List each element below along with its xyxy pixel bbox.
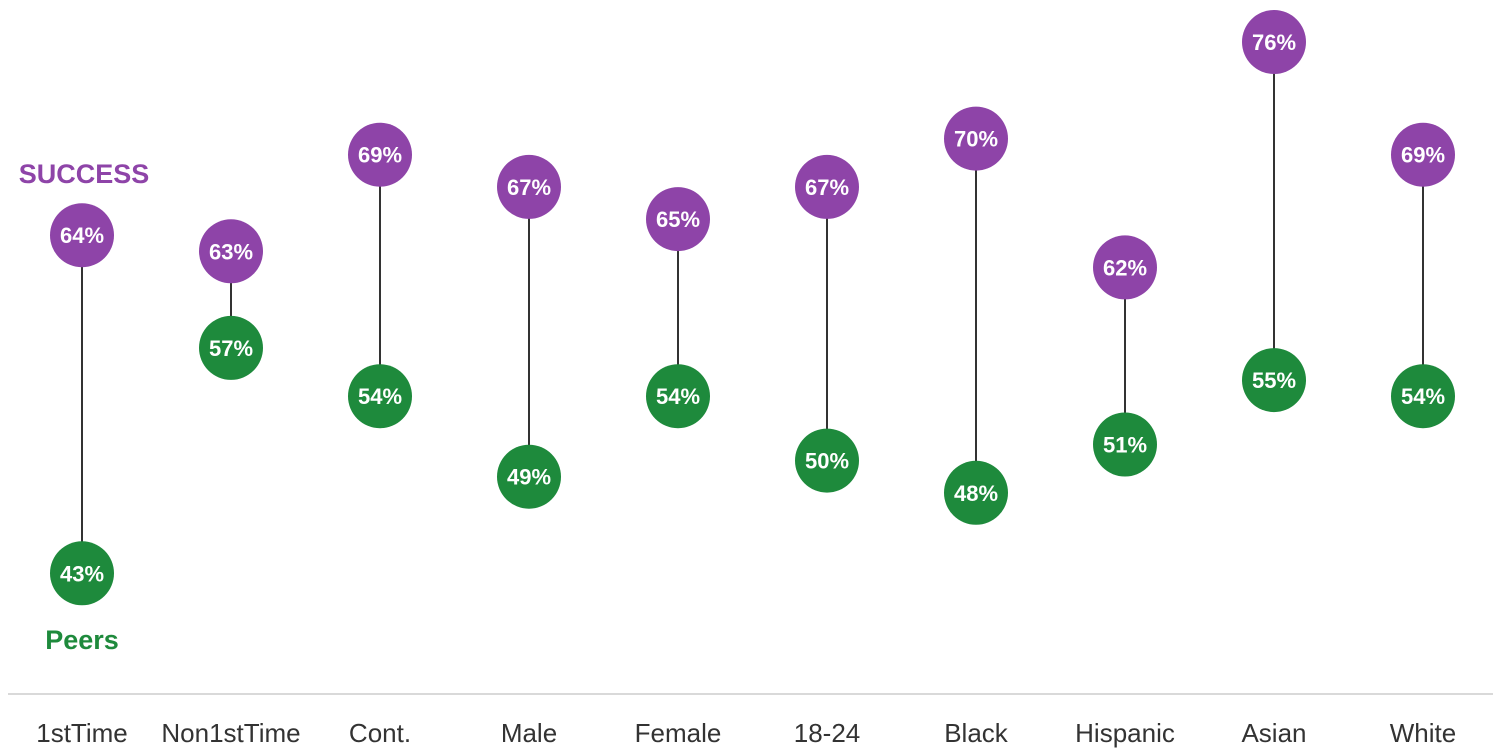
peers-point-3 — [497, 444, 561, 509]
peers-value-label-5: 50% — [805, 449, 849, 474]
category-label-9: White — [1390, 718, 1456, 748]
peers-value-label-6: 48% — [954, 481, 998, 506]
category-label-8: Asian — [1241, 718, 1306, 748]
success-point-0 — [50, 203, 114, 268]
peers-point-4 — [646, 364, 710, 429]
success-value-label-6: 70% — [954, 127, 998, 152]
success-point-1 — [199, 219, 263, 284]
peers-value-label-8: 55% — [1252, 368, 1296, 393]
peers-value-label-2: 54% — [358, 384, 402, 409]
category-label-3: Male — [501, 718, 557, 748]
success-value-label-4: 65% — [656, 207, 700, 232]
category-label-2: Cont. — [349, 718, 411, 748]
success-value-label-1: 63% — [209, 239, 253, 264]
peers-value-label-7: 51% — [1103, 433, 1147, 458]
success-value-label-9: 69% — [1401, 143, 1445, 168]
success-value-label-0: 64% — [60, 223, 104, 248]
peers-point-6 — [944, 460, 1008, 525]
category-label-4: Female — [635, 718, 722, 748]
category-label-6: Black — [944, 718, 1009, 748]
data-points: 64% 43% 63% 57% 69% 54% 67% 49% 65% 54% 67% 50% 70% 4… — [50, 10, 1455, 606]
success-point-9 — [1391, 122, 1455, 187]
success-value-label-2: 69% — [358, 143, 402, 168]
peers-value-label-9: 54% — [1401, 384, 1445, 409]
success-value-label-8: 76% — [1252, 30, 1296, 55]
peers-value-label-1: 57% — [209, 336, 253, 361]
success-point-8 — [1242, 10, 1306, 74]
peers-value-label-4: 54% — [656, 384, 700, 409]
success-point-7 — [1093, 235, 1157, 300]
category-label-7: Hispanic — [1075, 718, 1175, 748]
peers-value-label-3: 49% — [507, 465, 551, 490]
series-label-peers: Peers — [45, 625, 119, 655]
peers-value-label-0: 43% — [60, 561, 104, 586]
success-value-label-7: 62% — [1103, 255, 1147, 280]
category-label-5: 18-24 — [794, 718, 861, 748]
peers-point-9 — [1391, 364, 1455, 429]
connector-lines — [81, 42, 1424, 574]
series-label-success: SUCCESS — [19, 159, 150, 189]
peers-point-2 — [348, 364, 412, 429]
success-point-6 — [944, 106, 1008, 171]
success-point-4 — [646, 187, 710, 252]
success-point-2 — [348, 122, 412, 187]
category-label-1: Non1stTime — [161, 718, 300, 748]
success-point-3 — [497, 154, 561, 219]
peers-point-0 — [50, 541, 114, 606]
success-point-5 — [795, 154, 859, 219]
peers-point-8 — [1242, 348, 1306, 413]
peers-point-1 — [199, 315, 263, 380]
category-label-0: 1stTime — [36, 718, 128, 748]
peers-point-7 — [1093, 412, 1157, 477]
success-value-label-5: 67% — [805, 175, 849, 200]
x-axis-labels: 1stTime Non1stTime Cont. Male Female 18-24 Bla… — [36, 718, 1456, 748]
success-value-label-3: 67% — [507, 175, 551, 200]
peers-point-5 — [795, 428, 859, 493]
